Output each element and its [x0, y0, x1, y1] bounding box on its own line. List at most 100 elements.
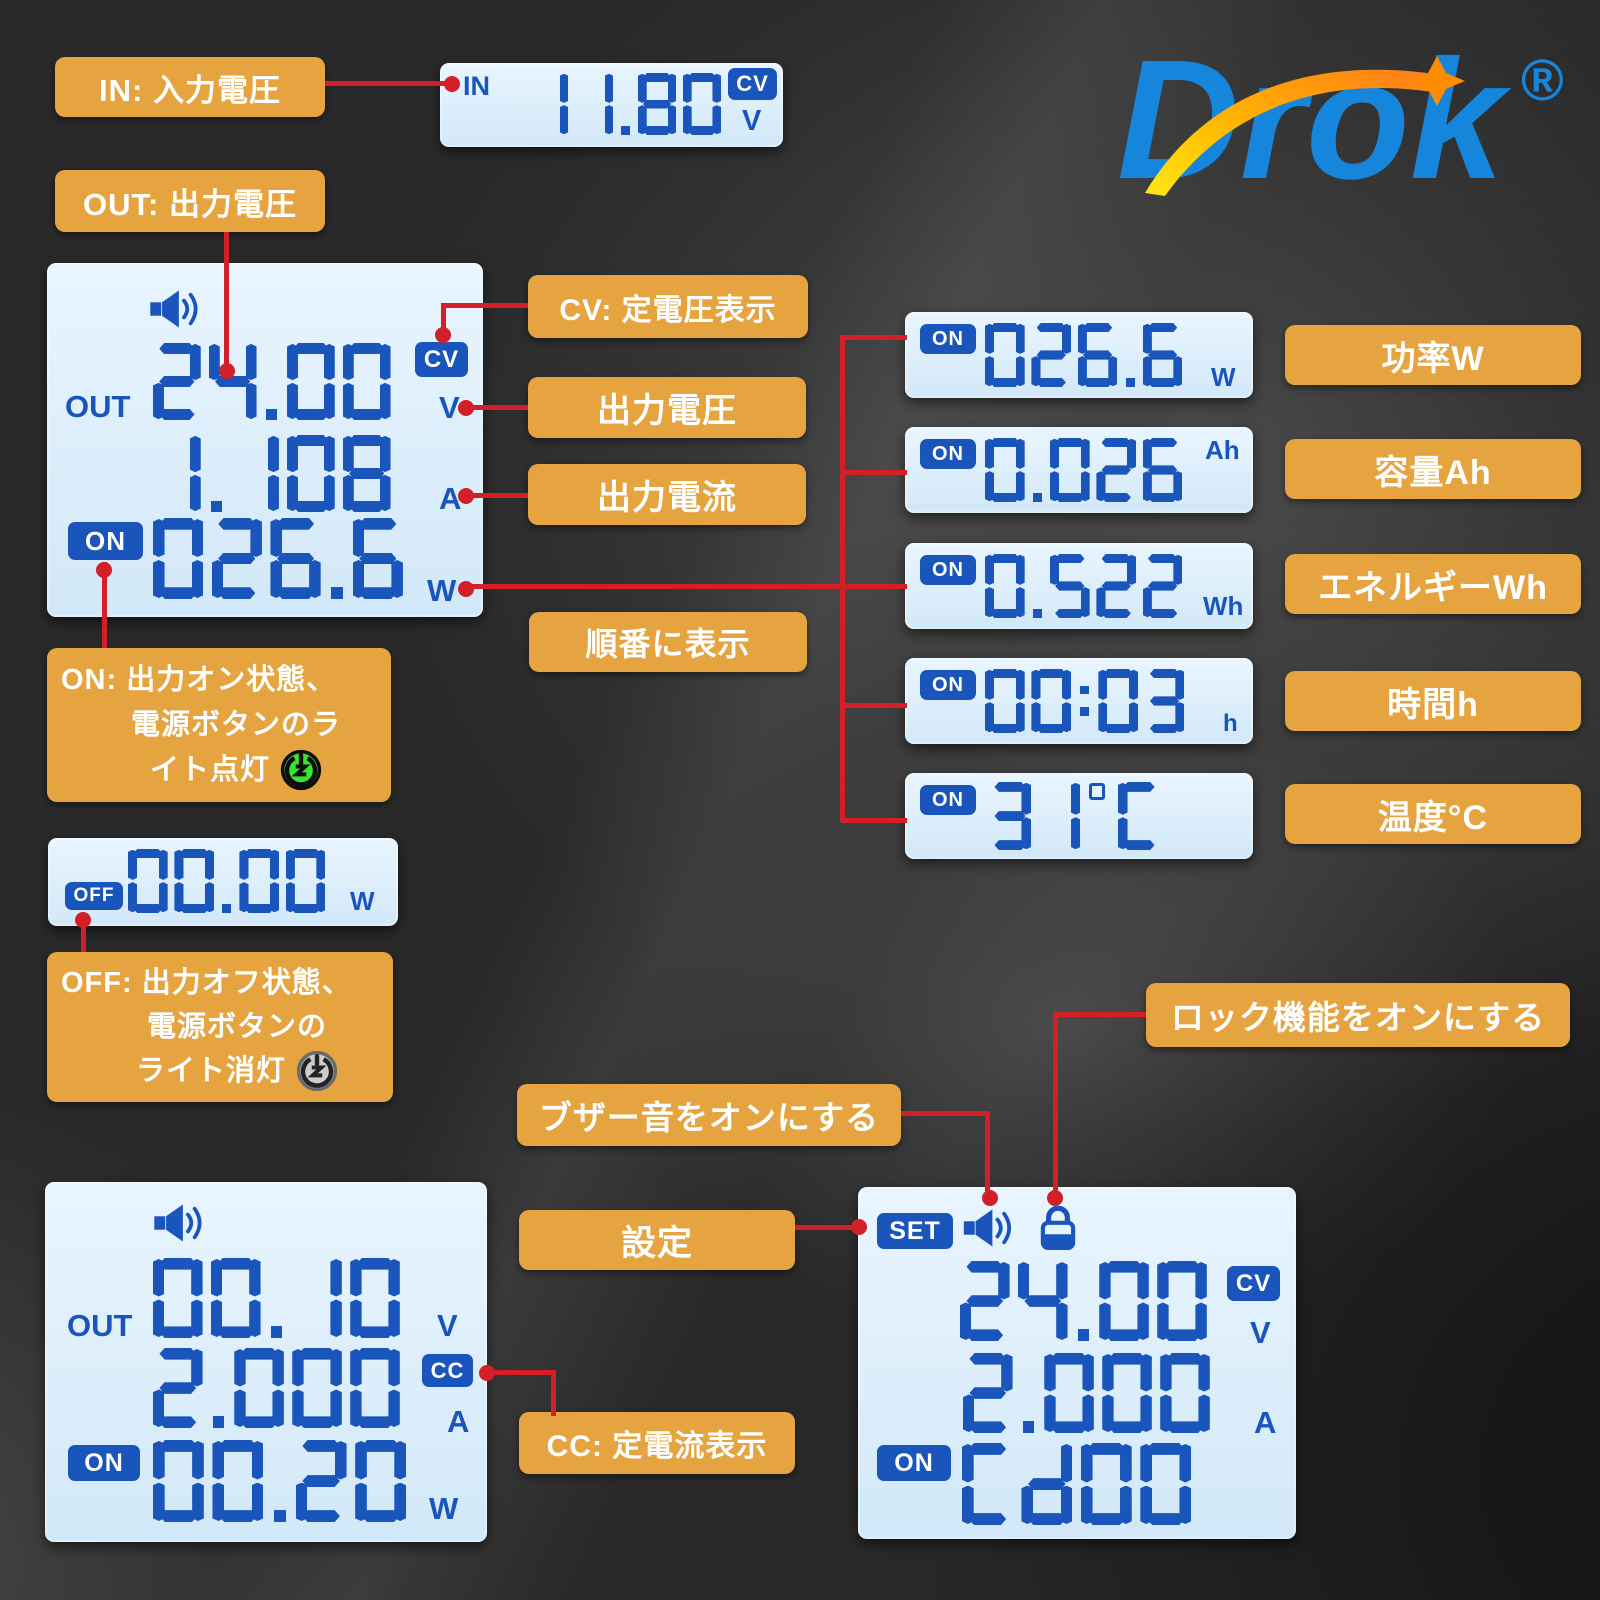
volt-unit: V: [1250, 1315, 1271, 1350]
connector-line: [842, 818, 907, 823]
out-prefix: OUT: [67, 1308, 133, 1343]
off-power-value: [128, 849, 332, 913]
input-voltage-value: [530, 73, 728, 135]
lcd-main-output-display: OUT CV V A ON W: [47, 263, 483, 617]
connector-line: [842, 335, 907, 340]
annotation-output-voltage-title: OUT: 出力電圧: [55, 170, 325, 232]
watt-unit: W: [427, 573, 457, 608]
connector-bus-line: [840, 335, 845, 822]
set-current-value: [963, 1353, 1218, 1433]
on-badge: ON: [68, 1445, 140, 1481]
power-light-on-icon: [280, 749, 322, 791]
watt-unit: W: [350, 886, 375, 916]
on-badge: ON: [920, 324, 976, 354]
in-prefix: IN: [463, 71, 490, 101]
volt-unit: V: [742, 105, 762, 137]
connector-dot: [982, 1190, 998, 1206]
annotation-time-h: 時間h: [1285, 671, 1581, 731]
annotation-power-w: 功率W: [1285, 325, 1581, 385]
annotation-sequence: 順番に表示: [529, 612, 807, 672]
annotation-capacity-ah: 容量Ah: [1285, 439, 1581, 499]
lcd-power-display: ON W: [905, 312, 1253, 398]
annotation-lock: ロック機能をオンにする: [1146, 983, 1570, 1047]
speaker-icon: [152, 1202, 207, 1244]
annotation-off-state: OFF: 出力オフ状態、 電源ボタンの ライト消灯: [47, 952, 393, 1102]
on-badge: ON: [920, 439, 976, 469]
connector-line: [985, 1111, 990, 1196]
volt-unit: V: [439, 390, 460, 425]
ampere-unit: A: [1254, 1405, 1277, 1440]
annotation-output-voltage: 出力電圧: [528, 377, 806, 438]
lcd-capacity-display: ON Ah: [905, 427, 1253, 513]
out-prefix: OUT: [65, 389, 131, 424]
connector-line: [441, 303, 446, 335]
connector-line: [551, 1370, 556, 1416]
ampere-unit: A: [447, 1404, 470, 1439]
on-badge: ON: [920, 555, 976, 585]
sparkle-icon: [1409, 56, 1465, 106]
annotation-output-current: 出力電流: [528, 464, 806, 525]
cc-badge: CC: [422, 1354, 473, 1387]
amp-hour-unit: Ah: [1205, 435, 1240, 465]
connector-line: [842, 703, 907, 708]
cv-badge: CV: [728, 68, 777, 100]
connector-dot: [851, 1219, 867, 1235]
on-badge: ON: [877, 1445, 951, 1481]
energy-value: [985, 554, 1189, 618]
annotation-energy-wh: エネルギーWh: [1285, 554, 1581, 614]
power-light-off-icon: [296, 1050, 338, 1092]
lcd-energy-display: ON Wh: [905, 543, 1253, 629]
connector-dot: [458, 488, 474, 504]
lock-icon: [1040, 1203, 1076, 1251]
power-value: [985, 323, 1189, 387]
connector-line: [441, 303, 528, 308]
connector-dot: [1047, 1190, 1063, 1206]
connector-line: [81, 920, 86, 952]
connector-dot: [458, 400, 474, 416]
watt-unit: W: [429, 1491, 459, 1526]
annotation-temperature-c: 温度°C: [1285, 784, 1581, 844]
connector-line: [1053, 1012, 1058, 1196]
connector-dot: [479, 1365, 495, 1381]
annotation-cv: CV: 定電圧表示: [528, 275, 808, 338]
annotation-input-voltage: IN: 入力電圧: [55, 57, 325, 117]
temperature-value: [989, 782, 1167, 850]
connector-line: [102, 562, 107, 648]
watt-hour-unit: Wh: [1203, 591, 1244, 621]
output-power-value: [153, 518, 411, 599]
connector-line: [901, 1111, 990, 1116]
lcd-cc-output-display: OUT V CC A ON W: [45, 1182, 487, 1542]
hour-unit: h: [1223, 710, 1238, 737]
capacity-value: [985, 438, 1189, 502]
lcd-input-display: IN CV V: [440, 63, 783, 147]
ampere-unit: A: [439, 481, 462, 516]
speaker-icon: [962, 1207, 1016, 1249]
annotation-settings: 設定: [519, 1210, 795, 1270]
set-badge: SET: [877, 1213, 953, 1249]
on-badge: ON: [920, 785, 976, 815]
connector-dot: [435, 327, 451, 343]
connector-dot: [458, 581, 474, 597]
output-current-value: [153, 1348, 408, 1428]
connector-line: [224, 232, 229, 371]
lcd-off-display: OFF W: [48, 838, 398, 926]
output-voltage-value: [153, 1258, 408, 1338]
output-current-value: [153, 435, 399, 512]
output-voltage-value: [153, 343, 399, 420]
set-voltage-value: [960, 1261, 1215, 1341]
lcd-temperature-display: ON: [905, 773, 1253, 859]
cv-badge: CV: [1227, 1266, 1280, 1301]
connector-line: [795, 1225, 857, 1230]
connector-dot: [75, 912, 91, 928]
on-badge: ON: [68, 522, 143, 560]
speaker-icon: [148, 288, 203, 330]
annotation-on-state: ON: 出力オン状態、 電源ボタンのラ イト点灯: [47, 648, 391, 802]
set-mode-value: [962, 1443, 1200, 1525]
connector-line: [470, 405, 528, 410]
time-value: [985, 669, 1191, 733]
lcd-time-display: ON h: [905, 658, 1253, 744]
output-power-value: [153, 1440, 415, 1522]
annotation-cc: CC: 定電流表示: [519, 1412, 795, 1474]
brand-logo: Drok ®: [1075, 28, 1585, 198]
